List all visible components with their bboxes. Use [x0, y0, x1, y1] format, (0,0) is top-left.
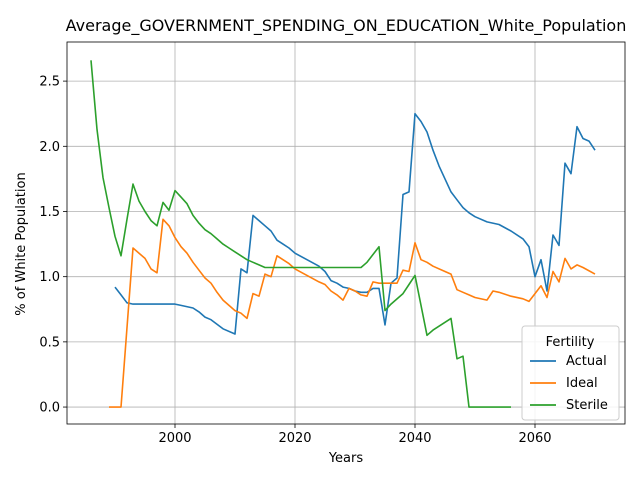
series-line-ideal: [109, 218, 596, 408]
legend: Fertility Actual Ideal Sterile: [521, 325, 620, 421]
legend-box: [521, 325, 620, 421]
grid-lines: [67, 42, 625, 424]
legend-label-sterile: Sterile: [566, 398, 608, 413]
x-axis-ticks: 2000 2020 2040 2060: [158, 424, 552, 446]
series-lines: [90, 60, 596, 408]
legend-label-ideal: Ideal: [566, 376, 598, 391]
y-axis-label: % of White Population: [14, 172, 29, 315]
y-tick-label: 1.0: [39, 270, 60, 285]
legend-label-actual: Actual: [566, 354, 607, 369]
y-axis-ticks: 0.0 0.5 1.0 1.5 2.0 2.5: [39, 75, 67, 416]
y-tick-label: 1.5: [39, 205, 60, 220]
y-tick-label: 0.0: [39, 401, 60, 416]
y-tick-label: 0.5: [39, 335, 60, 350]
series-line-actual: [114, 112, 596, 335]
chart-title: Average_GOVERNMENT_SPENDING_ON_EDUCATION…: [66, 16, 627, 36]
x-axis-label: Years: [328, 451, 364, 466]
y-tick-label: 2.0: [39, 140, 60, 155]
legend-title: Fertility: [546, 335, 595, 350]
legend-entries: Actual Ideal Sterile: [530, 354, 608, 413]
y-tick-label: 2.5: [39, 75, 60, 90]
x-tick-label: 2040: [398, 431, 431, 446]
x-tick-label: 2060: [518, 431, 551, 446]
plot-frame: [66, 41, 626, 425]
series-line-sterile: [90, 60, 511, 408]
x-tick-label: 2000: [158, 431, 191, 446]
x-tick-label: 2020: [278, 431, 311, 446]
